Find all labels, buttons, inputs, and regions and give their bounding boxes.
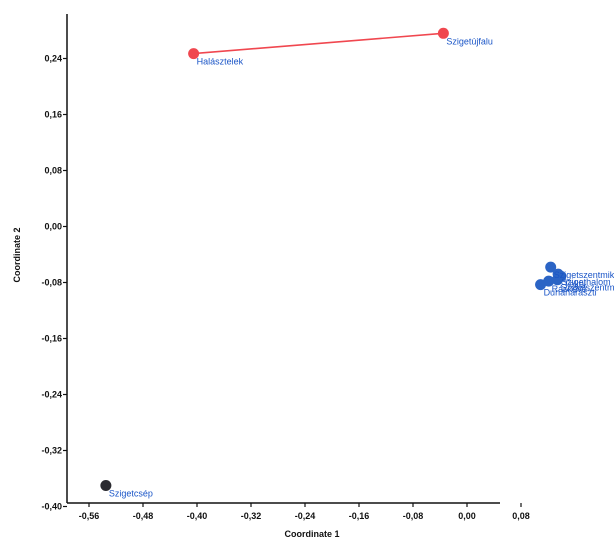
point-label: Szigetszentmiklós — [554, 270, 614, 280]
y-tick-label: 0,08 — [44, 166, 62, 176]
connection-lines — [193, 32, 444, 55]
point-label: Szigetcsép — [109, 489, 153, 499]
data-point — [437, 27, 449, 39]
x-tick-label: -0,48 — [133, 511, 154, 521]
data-point — [535, 279, 547, 291]
x-axis-title: Coordinate 1 — [284, 529, 339, 539]
data-point — [188, 48, 200, 60]
y-tick-label: -0,40 — [41, 502, 62, 512]
axes: 0,24 0,16 0,08 0,00 -0,08 -0,16 -0,24 -0,32 -0,4… — [41, 14, 530, 521]
point-label: Ráckeve — [552, 284, 587, 294]
data-point — [545, 261, 557, 273]
y-tick-label: 0,00 — [44, 222, 62, 232]
y-tick-label: 0,16 — [44, 110, 62, 120]
x-tick-label: -0,40 — [187, 511, 208, 521]
data-points — [100, 27, 567, 491]
y-axis-title: Coordinate 2 — [12, 227, 22, 282]
y-tick-label: -0,24 — [41, 390, 62, 400]
x-tick-label: -0,24 — [295, 511, 316, 521]
point-label: Szigetszentmárton — [560, 283, 614, 293]
point-label: Szigetújfalu — [446, 36, 493, 46]
data-point — [551, 274, 563, 286]
x-tick-label: -0,16 — [349, 511, 370, 521]
y-tick-label: 0,24 — [44, 54, 62, 64]
point-labels: Halásztelek Szigetújfalu Szigetcsép Szigets… — [109, 36, 614, 498]
x-tick-label: 0,00 — [458, 511, 476, 521]
data-point — [100, 480, 112, 491]
y-tick-label: -0,32 — [41, 446, 62, 456]
point-label: Tököl — [564, 279, 586, 289]
x-tick-label: -0,08 — [403, 511, 424, 521]
x-tick-label: 0,08 — [512, 511, 530, 521]
x-tick-label: -0,56 — [79, 511, 100, 521]
point-label: Dunaharaszti — [544, 288, 597, 298]
y-tick-label: -0,16 — [41, 334, 62, 344]
point-label: Halásztelek — [197, 57, 244, 67]
x-tick-label: -0,32 — [241, 511, 262, 521]
y-tick-label: -0,08 — [41, 278, 62, 288]
connection-line — [193, 32, 444, 55]
point-label: Szigethalom — [561, 277, 611, 287]
